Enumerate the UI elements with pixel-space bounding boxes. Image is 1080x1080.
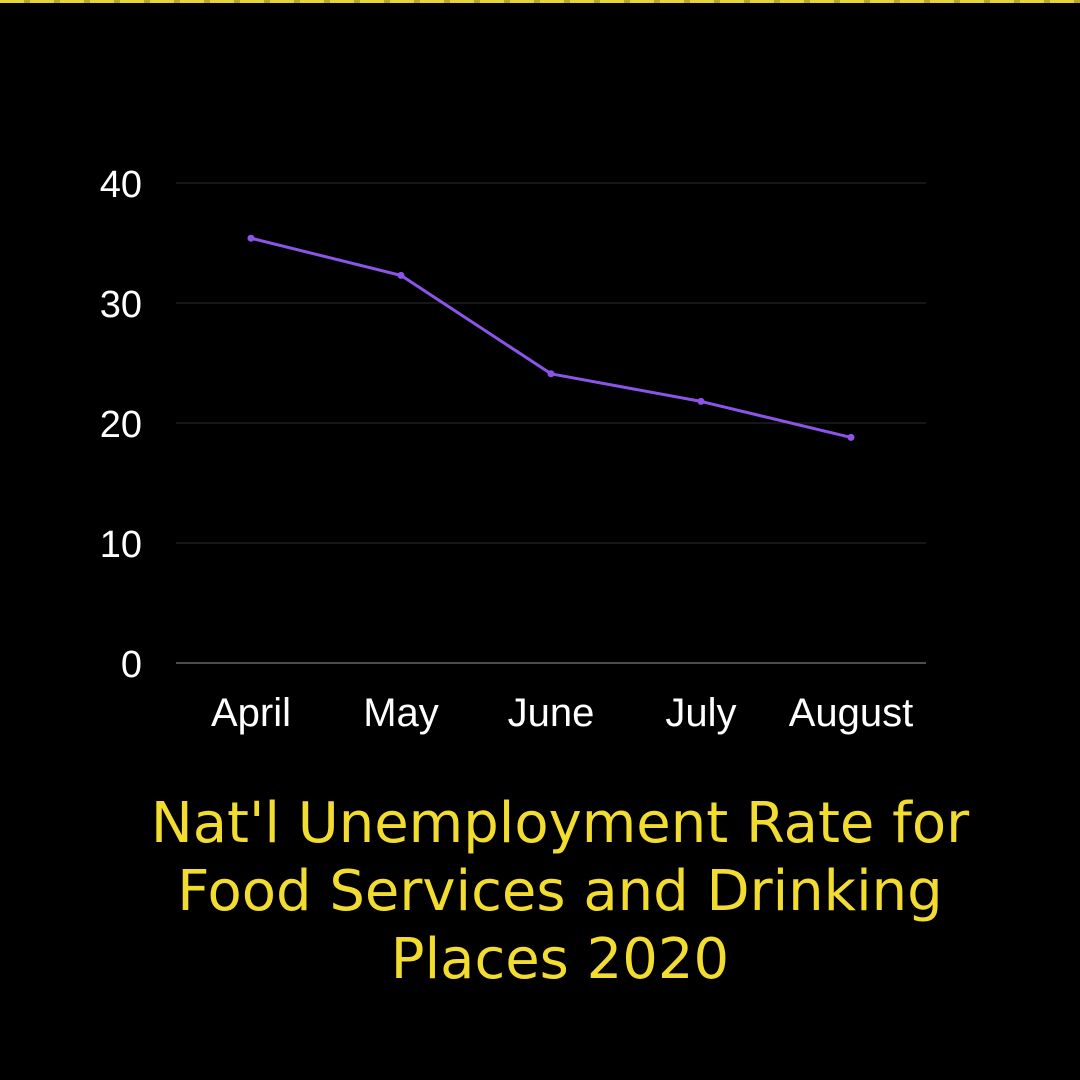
title-line-1: Nat'l Unemployment Rate for xyxy=(150,791,970,856)
data-point xyxy=(397,271,405,279)
y-axis-ticks: 0 10 20 30 40 xyxy=(100,164,142,686)
x-tick-label: May xyxy=(363,691,439,735)
x-tick-label: July xyxy=(665,691,736,735)
x-tick-label: June xyxy=(508,691,595,735)
chart-title: Nat'l Unemployment Rate for Food Service… xyxy=(60,790,1060,994)
series-layer xyxy=(247,234,855,441)
x-tick-label: April xyxy=(211,691,291,735)
x-tick-label: August xyxy=(789,691,914,735)
line-chart: 0 10 20 30 40 April May June July August xyxy=(100,164,926,735)
data-point xyxy=(847,433,855,441)
series-line xyxy=(249,236,853,439)
y-tick-label: 20 xyxy=(100,404,142,446)
y-tick-label: 40 xyxy=(100,164,142,206)
data-point xyxy=(247,234,255,242)
y-tick-label: 0 xyxy=(121,644,142,686)
title-line-2: Food Services and Drinking xyxy=(177,859,943,924)
title-line-3: Places 2020 xyxy=(390,927,730,992)
y-tick-label: 30 xyxy=(100,284,142,326)
data-point xyxy=(547,370,555,378)
x-axis-ticks: April May June July August xyxy=(211,691,913,735)
grid-lines xyxy=(176,182,926,664)
data-point xyxy=(697,397,705,405)
top-border xyxy=(0,0,1080,3)
y-tick-label: 10 xyxy=(100,524,142,566)
